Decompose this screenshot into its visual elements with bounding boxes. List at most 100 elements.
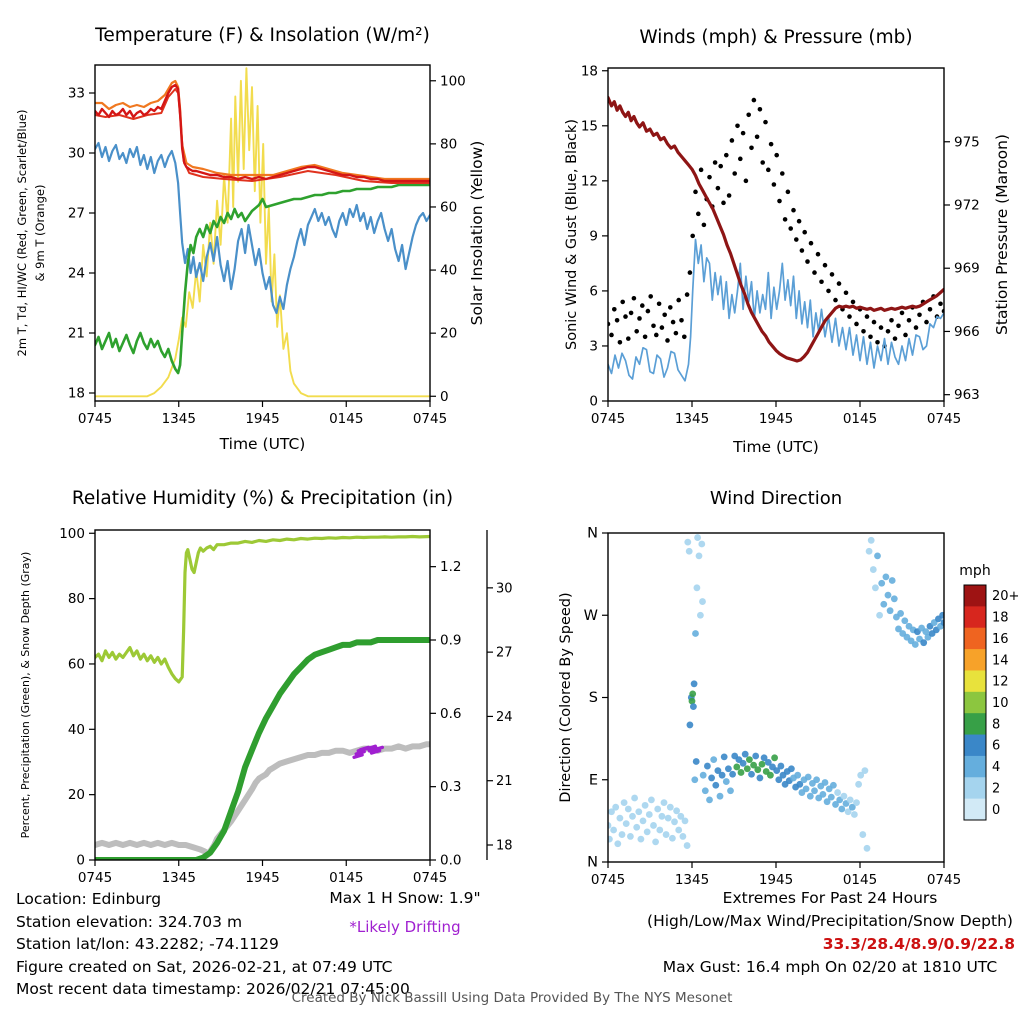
svg-text:2m T, Td, HI/WC (Red, Green, S: 2m T, Td, HI/WC (Red, Green, Scarlet/Blu… [15, 110, 29, 357]
svg-text:Sonic Wind & Gust (Blue, Black: Sonic Wind & Gust (Blue, Black) [564, 119, 580, 350]
svg-text:80: 80 [68, 591, 85, 607]
svg-text:27.0: 27.0 [496, 646, 512, 661]
speed-colorbar: 20+ 18 16 14 12 10 8 6 4 2 0 mph [959, 563, 1019, 821]
elevation-line: Station elevation: 324.703 m [16, 913, 243, 931]
humidity-precip-panel: 0745 1345 1945 0145 0745020406080100Percent,… [19, 488, 512, 886]
drift-note: *Likely Drifting [349, 918, 461, 936]
svg-text:& 9m T (Orange): & 9m T (Orange) [33, 185, 47, 282]
svg-text:20: 20 [68, 787, 85, 803]
svg-text:8: 8 [992, 717, 1000, 732]
location-line: Location: Edinburg [16, 890, 162, 908]
svg-text:Percent, Precipitation (Green): Percent, Precipitation (Green), & Snow D… [19, 552, 32, 839]
svg-text:30: 30 [68, 146, 85, 162]
svg-text:966: 966 [954, 324, 980, 340]
winds-pressure-panel: 0745 1345 1945 0145 0745 Time (UTC) 0 3 6 9 12 15 18… [564, 27, 1011, 456]
svg-text:3: 3 [589, 338, 598, 354]
svg-text:0745: 0745 [78, 870, 112, 886]
svg-text:40: 40 [440, 263, 457, 279]
svg-text:0145: 0145 [843, 411, 877, 427]
svg-text:0745: 0745 [413, 870, 447, 886]
likely-drifting-marks [352, 744, 385, 759]
svg-text:16: 16 [992, 632, 1009, 647]
svg-text:0.6: 0.6 [440, 706, 461, 722]
svg-text:Direction (Colored By Speed): Direction (Colored By Speed) [558, 592, 574, 802]
svg-text:1345: 1345 [675, 411, 709, 427]
snow-depth [95, 741, 430, 857]
svg-text:975: 975 [954, 134, 980, 150]
svg-text:1345: 1345 [162, 411, 196, 427]
extremes-subtitle: (High/Low/Max Wind/Precipitation/Snow De… [647, 912, 1013, 930]
svg-text:6: 6 [992, 739, 1000, 754]
svg-text:Time (UTC): Time (UTC) [219, 435, 306, 453]
svg-text:6: 6 [589, 283, 598, 299]
svg-text:mph: mph [959, 563, 990, 579]
svg-text:969: 969 [954, 261, 980, 277]
svg-text:1.2: 1.2 [440, 559, 461, 575]
svg-text:N: N [587, 526, 598, 542]
svg-text:0145: 0145 [329, 411, 363, 427]
created-line: Figure created on Sat, 2026-02-21, at 07… [16, 958, 393, 976]
svg-text:0: 0 [589, 394, 598, 410]
timestamp-line: Most recent data timestamp: 2026/02/21 0… [16, 980, 410, 998]
svg-text:100: 100 [440, 73, 466, 89]
svg-text:Winds (mph) & Pressure (mb): Winds (mph) & Pressure (mb) [639, 27, 912, 48]
station-pressure [608, 95, 944, 363]
svg-text:4: 4 [992, 760, 1000, 775]
svg-text:Temperature (F) & Insolation (: Temperature (F) & Insolation (W/m²) [94, 25, 430, 46]
svg-text:0745: 0745 [591, 872, 625, 888]
relative-humidity [95, 534, 430, 684]
svg-text:14: 14 [992, 653, 1009, 668]
svg-text:0.3: 0.3 [440, 779, 461, 795]
svg-text:24: 24 [68, 266, 85, 282]
svg-text:0: 0 [440, 389, 449, 405]
svg-text:18.0: 18.0 [496, 839, 512, 854]
sonic-wind [608, 238, 944, 382]
svg-text:1345: 1345 [675, 872, 709, 888]
svg-text:0745: 0745 [78, 411, 112, 427]
wind-direction-points [608, 534, 944, 852]
svg-text:963: 963 [954, 387, 980, 403]
svg-text:0.0: 0.0 [440, 853, 461, 869]
svg-text:9: 9 [589, 228, 598, 244]
svg-text:100: 100 [59, 526, 85, 542]
svg-text:0745: 0745 [927, 872, 961, 888]
svg-text:0145: 0145 [843, 872, 877, 888]
svg-text:1945: 1945 [245, 870, 279, 886]
svg-text:0745: 0745 [927, 411, 961, 427]
extremes-title: Extremes For Past 24 Hours [722, 889, 938, 907]
svg-text:10: 10 [992, 696, 1009, 711]
solar-insolation [95, 67, 430, 398]
svg-text:0745: 0745 [591, 411, 625, 427]
temp-2m [95, 83, 430, 183]
svg-text:18: 18 [992, 611, 1009, 626]
svg-text:18: 18 [581, 63, 598, 79]
wind-chill-2m [95, 141, 430, 315]
svg-text:Relative Humidity (%) & Precip: Relative Humidity (%) & Precipitation (i… [72, 488, 453, 509]
svg-text:0: 0 [76, 853, 85, 869]
svg-text:20: 20 [440, 326, 457, 342]
svg-text:E: E [589, 772, 598, 788]
svg-text:1945: 1945 [759, 411, 793, 427]
svg-text:2: 2 [992, 781, 1000, 796]
svg-text:12: 12 [581, 173, 598, 189]
svg-text:40: 40 [68, 722, 85, 738]
svg-text:27: 27 [68, 206, 85, 222]
svg-text:Solar Insolation (Yellow): Solar Insolation (Yellow) [468, 141, 486, 326]
svg-text:W: W [584, 608, 598, 624]
svg-text:0: 0 [992, 803, 1000, 818]
svg-text:1345: 1345 [162, 870, 196, 886]
credit-line: Created By Nick Bassill Using Data Provi… [291, 990, 733, 1006]
svg-text:60: 60 [68, 656, 85, 672]
precipitation [95, 637, 430, 860]
svg-text:0.9: 0.9 [440, 633, 461, 649]
svg-text:S: S [589, 690, 598, 706]
temp-9m [95, 79, 430, 181]
svg-text:1945: 1945 [245, 411, 279, 427]
svg-text:15: 15 [581, 118, 598, 134]
extremes-values: 33.3/28.4/8.9/0.9/22.8 [822, 935, 1015, 953]
svg-text:Wind Direction: Wind Direction [710, 488, 842, 509]
svg-text:Station Pressure (Maroon): Station Pressure (Maroon) [993, 134, 1011, 335]
svg-text:33: 33 [68, 86, 85, 102]
svg-text:80: 80 [440, 136, 457, 152]
